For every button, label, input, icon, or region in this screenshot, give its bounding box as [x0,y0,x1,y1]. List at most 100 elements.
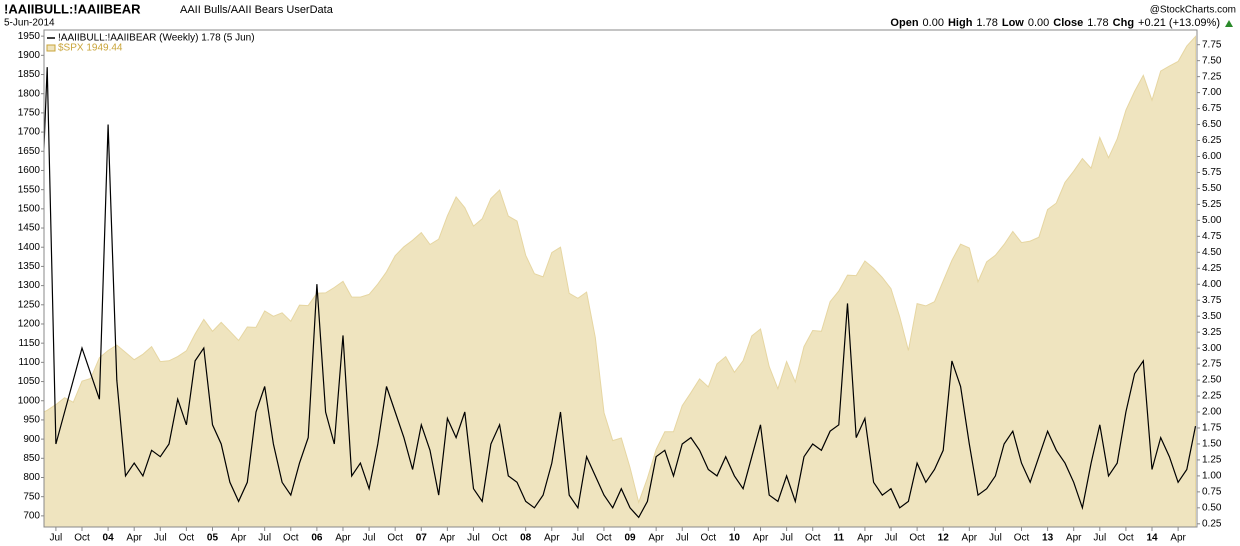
x-tick-label: Apr [1066,533,1082,544]
y2-tick-label: 3.00 [1202,343,1222,354]
quote-high-label: High [948,17,973,29]
x-tick-label: Jul [1093,533,1106,544]
y-tick-label: 1950 [18,31,41,42]
plot: 700 750 800 850 900 950 1000 1050 1100 1150 1200 12… [18,29,1222,544]
y2-tick-label: 7.00 [1202,87,1222,98]
x-tick-label: Apr [648,533,664,544]
x-tick-label: Jul [258,533,271,544]
x-tick-label: Jul [885,533,898,544]
x-tick-label: 13 [1042,533,1054,544]
x-tick-label: Apr [1170,533,1186,544]
x-tick-label: Oct [179,533,195,544]
x-tick-label: Oct [1014,533,1030,544]
x-tick-label: Jul [50,533,63,544]
credit: @StockCharts.com [1150,5,1236,16]
y2-tick-label: 3.25 [1202,327,1222,338]
y2-tick-label: 5.00 [1202,215,1222,226]
y2-tick-label: 1.75 [1202,423,1222,434]
quote-chg: +0.21 (+13.09%) [1138,17,1220,29]
x-tick-label: Apr [440,533,456,544]
x-tick-label: 10 [729,533,741,544]
x-tick-label: 08 [520,533,532,544]
y2-tick-label: 5.50 [1202,183,1222,194]
x-tick-label: Oct [74,533,90,544]
quote-open: 0.00 [923,17,944,29]
x-tick-label: Oct [283,533,299,544]
y2-tick-label: 6.75 [1202,103,1222,114]
y2-tick-label: 0.50 [1202,502,1222,513]
quote-high: 1.78 [976,17,997,29]
x-tick-label: Oct [1118,533,1134,544]
x-tick-label: 05 [207,533,219,544]
y-tick-label: 850 [23,453,40,464]
y-tick-label: 1750 [18,108,41,119]
y2-tick-label: 7.50 [1202,55,1222,66]
y2-tick-label: 4.75 [1202,231,1222,242]
x-tick-label: Oct [387,533,403,544]
quote-low-label: Low [1002,17,1024,29]
y-tick-label: 1250 [18,299,41,310]
x-tick-label: Jul [676,533,689,544]
x-tick-label: 11 [834,533,845,544]
y2-tick-label: 7.25 [1202,71,1222,82]
y2-tick-label: 1.25 [1202,455,1222,466]
y2-tick-label: 7.75 [1202,39,1222,50]
y2-tick-label: 4.25 [1202,263,1222,274]
y2-tick-label: 5.25 [1202,199,1222,210]
x-tick-label: Jul [363,533,376,544]
x-tick-label: Oct [805,533,821,544]
y-tick-label: 1450 [18,223,41,234]
x-tick-label: Jul [780,533,793,544]
plot-frame [43,29,1198,528]
x-tick-label: Apr [857,533,873,544]
y-tick-label: 800 [23,472,40,483]
legend-swatch [46,44,56,52]
y2-tick-label: 2.75 [1202,359,1222,370]
quote-low: 0.00 [1028,17,1049,29]
y-tick-label: 1900 [18,50,41,61]
y2-tick-label: 4.50 [1202,247,1222,258]
y-tick-label: 1000 [18,395,41,406]
x-tick-label: 06 [311,533,323,544]
y-tick-label: 1700 [18,127,41,138]
quote: Open 0.00 High 1.78 Low 0.00 Close 1.78 Chg +0.21… [890,17,1220,29]
x-tick-label: Apr [962,533,978,544]
x-tick-label: Apr [544,533,560,544]
chart-title: !AAIIBULL:!AAIIBEAR [4,1,141,16]
y2-tick-label: 2.50 [1202,375,1222,386]
line [44,67,1197,519]
x-tick-label: Oct [909,533,925,544]
y-tick-label: 750 [23,491,40,502]
y-tick-label: 1100 [18,357,40,368]
y2-tick-label: 4.00 [1202,279,1222,290]
y-tick-label: 950 [23,415,40,426]
y2-tick-label: 2.25 [1202,391,1222,402]
x-tick-label: Oct [701,533,717,544]
y2-tick-label: 1.50 [1202,439,1222,450]
y-tick-label: 1650 [18,146,41,157]
quote-close-label: Close [1053,17,1083,29]
x-tick-label: Apr [231,533,247,544]
y-tick-label: 1350 [18,261,41,272]
x-tick-label: Jul [467,533,480,544]
y-tick-label: 1400 [18,242,41,253]
quote-chg-label: Chg [1113,17,1134,29]
x-tick-label: Oct [596,533,612,544]
y-tick-label: 1550 [18,184,41,195]
x-tick-label: Jul [989,533,1002,544]
y-tick-label: 1200 [18,319,41,330]
y-tick-label: 700 [23,511,40,522]
y-tick-label: 900 [23,434,40,445]
y2-tick-label: 3.75 [1202,295,1222,306]
y2-tick-label: 6.00 [1202,151,1222,162]
up-arrow [1225,20,1233,27]
x-tick-label: 14 [1146,533,1158,544]
y-tick-label: 1500 [18,203,41,214]
x-tick-label: Oct [492,533,508,544]
y2-tick-label: 6.25 [1202,135,1222,146]
x-tick-label: Apr [126,533,142,544]
y2-tick-label: 2.00 [1202,407,1222,418]
legend-label: !AAIIBULL:!AAIIBEAR (Weekly) 1.78 (5 Jun… [58,33,255,44]
y-tick-label: 1600 [18,165,41,176]
y-tick-label: 1850 [18,69,41,80]
